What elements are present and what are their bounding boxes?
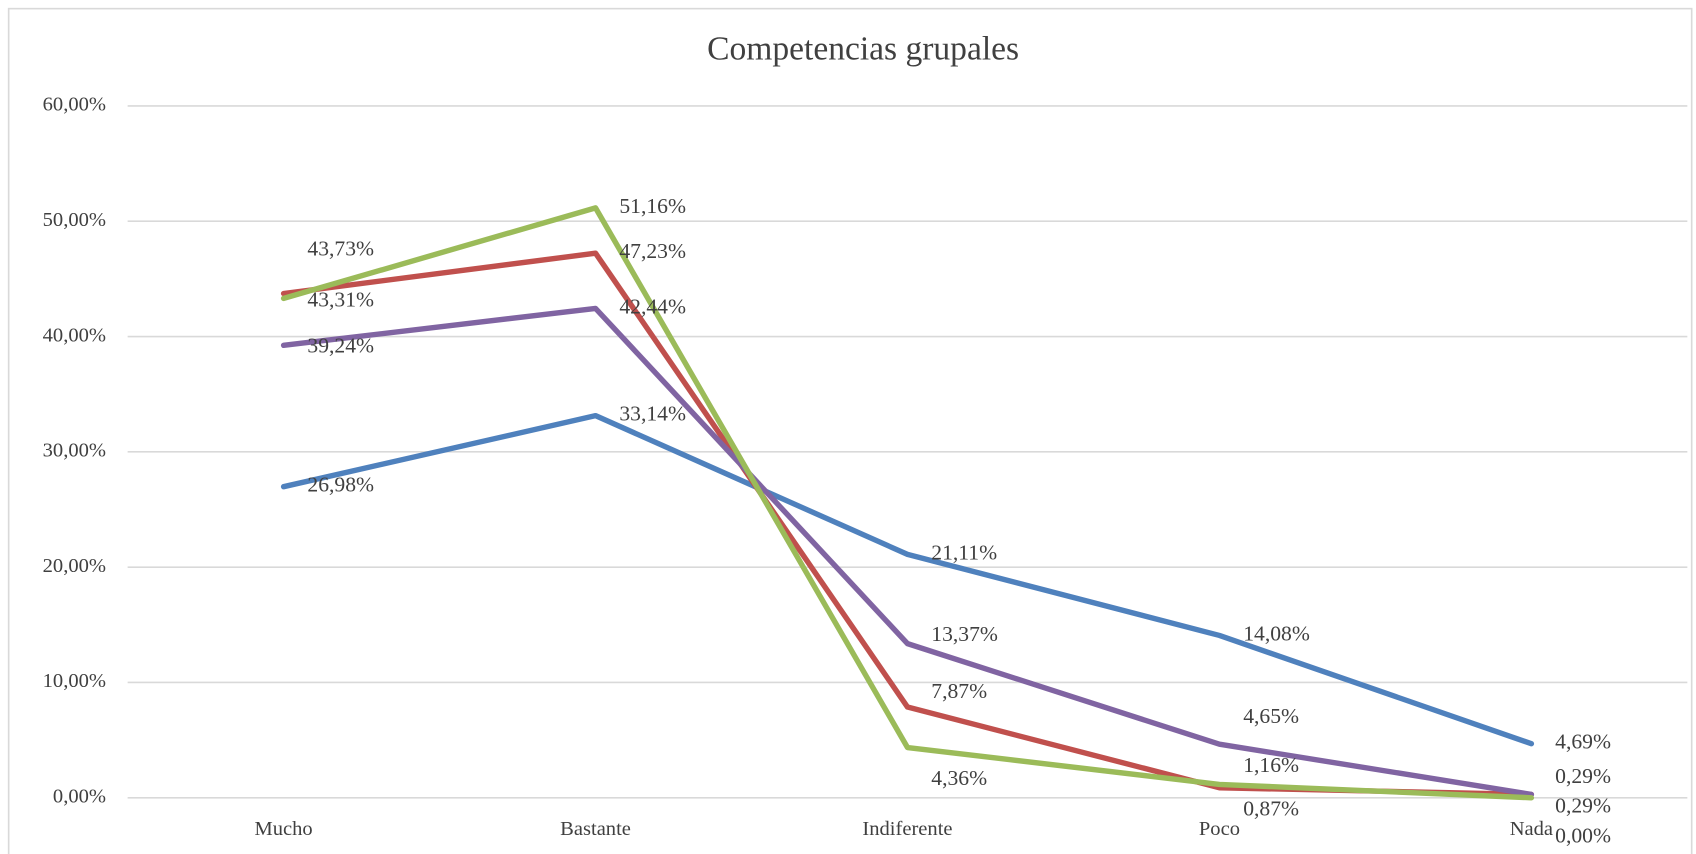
x-tick-label: Mucho: [255, 818, 313, 840]
data-label: 1,16%: [1243, 753, 1299, 777]
data-label: 47,23%: [619, 239, 686, 263]
y-tick-label: 0,00%: [53, 786, 106, 808]
data-label: 4,69%: [1555, 730, 1611, 754]
data-label: 0,29%: [1555, 764, 1611, 788]
chart-border: [7, 7, 1693, 854]
y-tick-label: 60,00%: [43, 94, 106, 116]
data-label: 0,29%: [1555, 793, 1611, 817]
x-tick-label: Nada: [1510, 818, 1553, 840]
x-tick-label: Indiferente: [862, 818, 952, 840]
y-tick-label: 40,00%: [43, 324, 106, 346]
data-label: 42,44%: [619, 294, 686, 318]
series-line: [280, 305, 1535, 798]
data-label: 13,37%: [931, 622, 998, 646]
data-label: 4,65%: [1243, 704, 1299, 728]
series-line: [280, 205, 1535, 801]
data-label: 43,73%: [307, 236, 374, 260]
series-line: [280, 412, 1535, 747]
y-tick-label: 20,00%: [43, 555, 106, 577]
data-label: 21,11%: [931, 540, 997, 564]
data-label: 0,87%: [1243, 796, 1299, 820]
data-label: 33,14%: [619, 402, 686, 426]
y-tick-label: 30,00%: [43, 440, 106, 462]
data-label: 4,36%: [931, 766, 987, 790]
data-label: 7,87%: [931, 679, 987, 703]
data-label: 51,16%: [619, 194, 686, 218]
y-tick-label: 10,00%: [43, 670, 106, 692]
data-label: 43,31%: [307, 288, 374, 312]
data-label: 0,00%: [1555, 824, 1611, 848]
data-label: 14,08%: [1243, 621, 1310, 645]
x-tick-label: Bastante: [560, 818, 631, 840]
chart-title: Competencias grupales: [707, 31, 1019, 68]
y-tick-label: 50,00%: [43, 209, 106, 231]
x-tick-label: Poco: [1199, 818, 1240, 840]
data-label: 26,98%: [307, 473, 374, 497]
data-label: 39,24%: [307, 333, 374, 357]
